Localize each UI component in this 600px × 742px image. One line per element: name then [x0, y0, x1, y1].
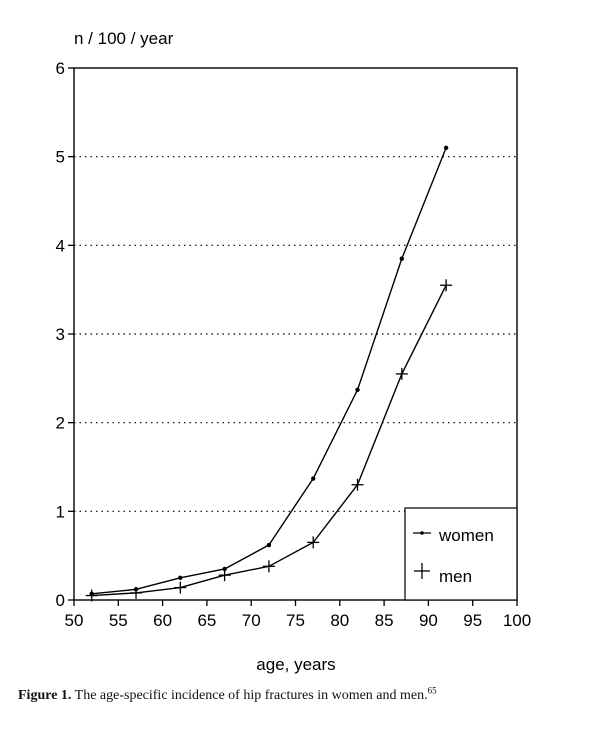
x-tick-label-75: 75 [286, 611, 305, 630]
men-point-57 [130, 586, 143, 599]
x-tick-label-55: 55 [109, 611, 128, 630]
x-tick-label-65: 65 [197, 611, 216, 630]
y-axis-ticks: 0 1 2 3 4 5 6 [56, 59, 74, 610]
x-tick-label-95: 95 [463, 611, 482, 630]
women-point-77 [311, 476, 316, 481]
men-point-67 [218, 569, 231, 582]
y-tick-label-5: 5 [56, 148, 65, 167]
men-point-62 [174, 581, 187, 594]
y-tick-label-6: 6 [56, 59, 65, 78]
grid-lines [74, 156, 517, 512]
caption-reference: 65 [427, 685, 437, 696]
legend-box [404, 507, 518, 601]
y-tick-label-3: 3 [56, 325, 65, 344]
caption-label: Figure 1. [18, 688, 72, 703]
x-tick-label-90: 90 [419, 611, 438, 630]
women-point-92 [443, 145, 449, 150]
caption-text: The age-specific incidence of hip fractu… [71, 688, 428, 703]
x-tick-label-70: 70 [242, 611, 261, 630]
x-tick-label-50: 50 [65, 611, 84, 630]
men-point-87 [395, 367, 408, 380]
x-tick-label-60: 60 [153, 611, 172, 630]
legend-men-label: men [439, 567, 472, 586]
women-series-line [91, 147, 447, 595]
legend-women-marker [420, 531, 424, 535]
y-tick-label-2: 2 [56, 414, 65, 433]
women-point-62 [178, 575, 183, 581]
legend: women men [404, 507, 518, 601]
women-point-67 [222, 566, 227, 572]
x-axis-label: age, years [256, 655, 335, 674]
men-point-77 [307, 536, 320, 549]
legend-women-label: women [438, 526, 494, 545]
x-tick-label-85: 85 [375, 611, 394, 630]
men-point-52 [85, 589, 98, 602]
women-point-72 [266, 542, 272, 548]
y-tick-label-0: 0 [56, 591, 65, 610]
y-axis-label: n / 100 / year [74, 29, 174, 48]
men-point-82 [351, 478, 364, 491]
figure-caption: Figure 1. The age-specific incidence of … [18, 685, 578, 704]
series-lines [85, 145, 453, 602]
x-tick-label-80: 80 [330, 611, 349, 630]
women-point-87 [399, 256, 405, 261]
x-tick-label-100: 100 [503, 611, 531, 630]
x-axis-ticks: 50 55 60 65 70 75 80 85 90 95 100 [65, 600, 531, 630]
y-tick-label-1: 1 [56, 502, 65, 521]
women-point-82 [355, 387, 360, 393]
men-point-72 [262, 560, 275, 573]
y-tick-label-4: 4 [56, 236, 65, 255]
men-point-92 [440, 279, 453, 292]
men-series-line [91, 284, 447, 597]
line-chart: 0 1 2 3 4 5 6 50 55 60 65 70 75 80 85 90 95 100 n / 100 … [56, 29, 532, 674]
